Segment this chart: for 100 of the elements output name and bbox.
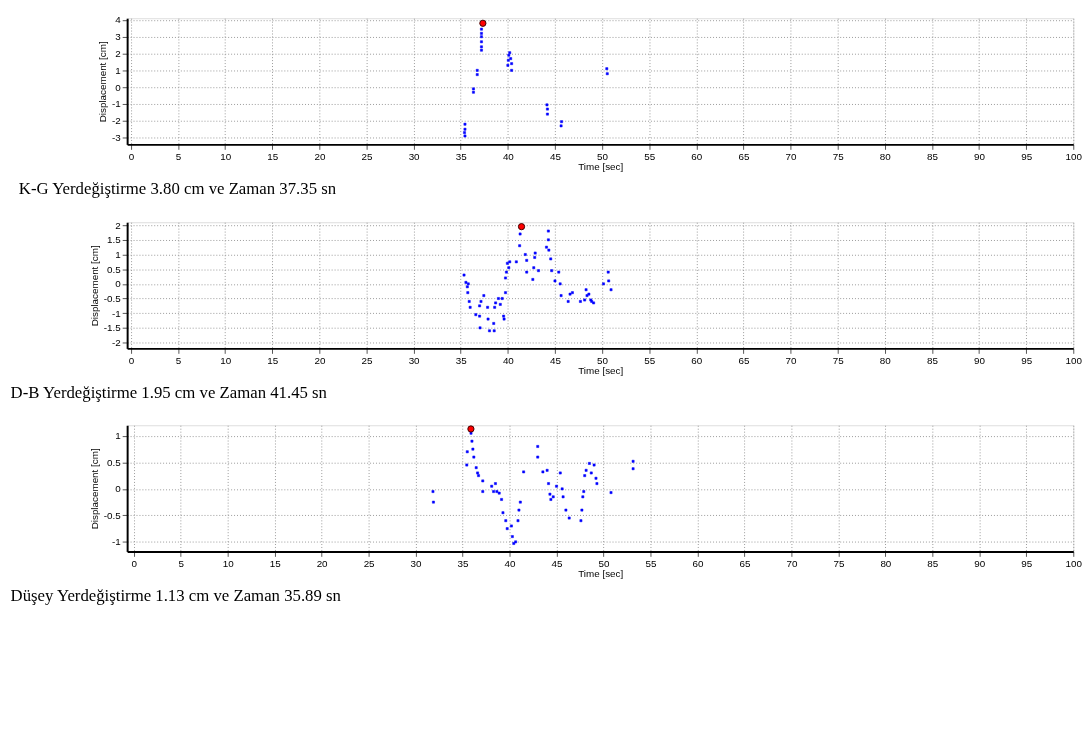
y-tick-label: -1.5 [103,322,122,334]
x-tick-label: 90 [974,150,986,162]
point [605,72,609,76]
point [541,470,545,474]
y-tick-label: 0 [115,278,122,290]
point [472,87,475,91]
x-tick-label: 85 [926,150,939,162]
x-tick-label: 75 [832,354,845,366]
point [536,455,540,459]
point [463,134,467,138]
point [546,107,549,111]
y-tick-label: 1.5 [107,234,122,246]
x-tick-label: 20 [314,354,326,366]
y-tick-label: 2 [115,48,121,59]
point [547,482,550,485]
point [506,63,510,67]
point [559,124,563,128]
point [516,519,520,523]
x-tick-label: 95 [1021,557,1033,569]
x-tick-label: 65 [738,354,750,366]
x-tick-label: 40 [502,150,515,162]
point [560,120,563,124]
point [558,471,562,475]
y-tick-label: 4 [115,14,122,26]
x-tick-label: 100 [1065,150,1083,162]
y-tick-label: 1 [115,64,121,76]
x-tick-label: 65 [739,557,751,569]
point [463,131,466,134]
x-tick-label: 80 [879,354,892,366]
point [582,490,586,493]
point [522,470,525,474]
point [560,487,564,491]
y-tick-label: 1 [115,430,121,442]
y-tick-label: 0.5 [107,263,122,275]
text: D-B Yerdeğiştirme 1.95 cm ve Zaman 41.45 sn [10,382,328,402]
point [471,447,475,451]
point [605,67,609,71]
text: K-G Yerdeğiştirme 3.80 cm ve Zaman 37.35 sn [18,178,337,198]
point [546,112,549,116]
point [480,27,483,31]
x-tick-label: 95 [1021,150,1033,162]
x-tick-label: 30 [410,557,423,569]
point [500,498,503,501]
point [518,500,522,504]
point [481,479,485,483]
x-tick-label: 85 [926,354,939,366]
point [510,524,513,528]
x-tick-label: 20 [316,557,329,569]
x-tick-label: 10 [222,557,235,569]
x-tick-label: 70 [785,150,798,162]
point [564,508,568,512]
point [432,500,435,504]
y-axis-title: Displacement [cm] [88,245,100,327]
point [469,431,473,435]
x-tick-label: 15 [267,150,279,162]
point [510,62,513,65]
point [476,471,479,475]
x-tick-label: 5 [175,354,182,366]
x-tick-label: 5 [178,557,185,569]
x-tick-label: 55 [644,150,656,162]
point [517,508,521,512]
point [536,445,540,448]
point [480,45,483,49]
point [431,490,435,493]
x-tick-label: 60 [691,150,703,162]
x-tick-label: 70 [785,354,798,366]
x-tick-label: 45 [551,557,564,569]
point [549,498,553,501]
y-tick-label: -2 [111,115,121,127]
point [472,90,475,94]
x-tick-label: 45 [549,354,562,366]
y-tick-label: -1 [111,307,121,319]
point [561,495,565,499]
x-tick-label: 55 [644,354,656,366]
point [631,459,635,463]
y-tick-label: -1 [111,98,121,110]
point [492,490,495,493]
x-axis-title: Time [sec] [578,364,624,376]
point [594,476,598,480]
x-tick-label: 40 [502,354,515,366]
x-tick-label: 80 [880,557,892,569]
point [472,455,476,459]
x-tick-label: 95 [1021,354,1033,366]
point [504,519,508,523]
point [548,492,552,496]
point [494,482,497,485]
x-tick-label: 25 [361,354,373,366]
point [511,535,514,538]
y-tick-label: 3 [115,31,122,43]
x-tick-label: 35 [457,557,470,569]
point [480,48,483,52]
x-tick-label: 85 [927,557,939,569]
x-tick-label: 0 [128,150,135,162]
point [581,495,585,499]
point [475,69,479,72]
x-tick-label: 0 [128,354,135,366]
point [479,19,487,27]
x-tick-label: 15 [269,557,282,569]
x-tick-label: 30 [408,354,421,366]
y-tick-label: -1 [111,536,121,548]
